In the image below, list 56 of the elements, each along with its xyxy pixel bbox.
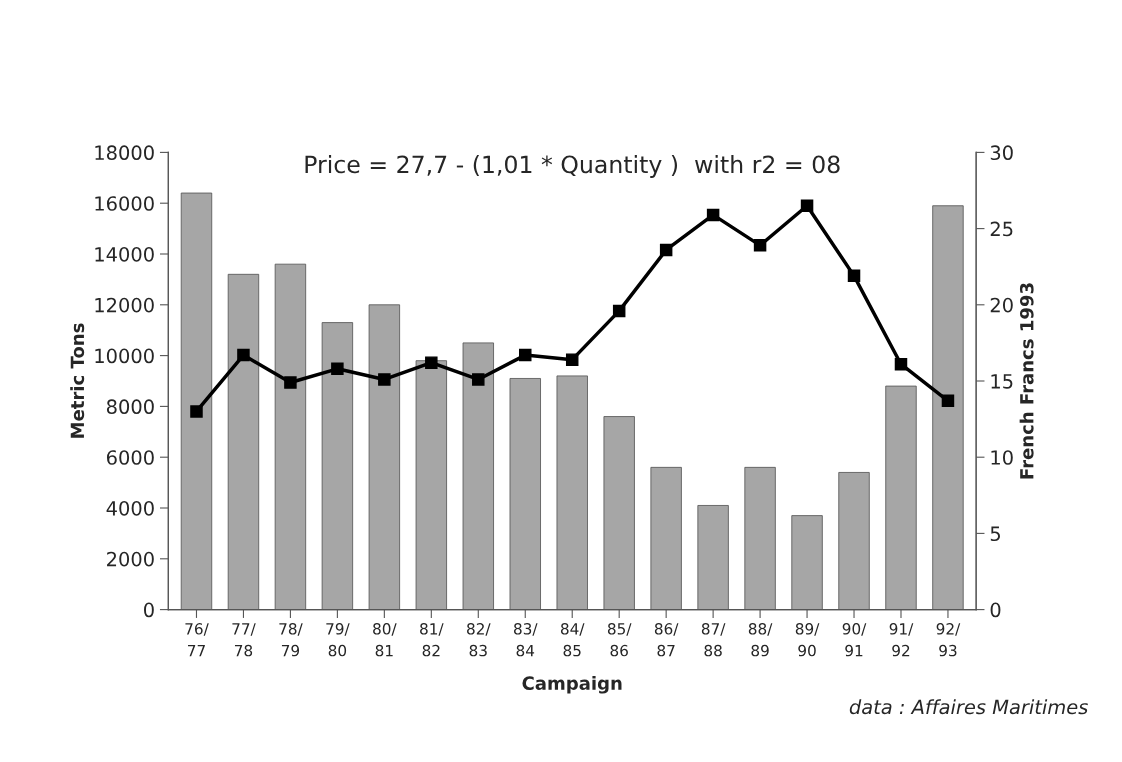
point [706, 208, 720, 222]
x-tick-label: 79/ 80 [326, 623, 350, 657]
y-tick-label: 16000 [95, 196, 154, 211]
x-tick-label: 84/ 85 [560, 623, 585, 657]
x-tick-label: 92/ 93 [936, 623, 961, 657]
point [847, 269, 861, 283]
y2-tick-label: 15 [991, 374, 1013, 389]
y-tick-label: 4000 [106, 500, 154, 516]
y-tick-label: 0 [144, 602, 154, 618]
point [612, 304, 626, 318]
x-tick-label: 86/ 87 [654, 623, 679, 657]
x-tick-label: 91/ 92 [889, 623, 914, 657]
point [800, 199, 814, 212]
point [378, 373, 391, 386]
x-tick-label: 83/ 84 [513, 623, 538, 657]
x-tick-label: 81/ 82 [420, 623, 444, 657]
x-tick-label: 82/ 83 [467, 623, 491, 657]
y-tick-label: 6000 [106, 450, 154, 465]
x-tick-label: 88/ 89 [748, 623, 773, 657]
y2-tick-label: 25 [990, 221, 1013, 237]
x-tick-label: 78/ 79 [279, 623, 303, 657]
y2-tick-label: 0 [990, 602, 1001, 618]
x-tick-label: 76/ 77 [185, 623, 209, 657]
text: data : Affaires Maritimes [849, 699, 1088, 715]
point [472, 373, 485, 386]
x-axis-title: Campaign [522, 676, 622, 694]
y2-tick-label: 10 [991, 450, 1013, 465]
x-tick-label: 90/ 91 [842, 623, 867, 657]
y-tick-label: 12000 [95, 297, 154, 313]
y2-tick-label: 30 [990, 145, 1013, 161]
y-tick-label: 18000 [95, 145, 154, 161]
chart-title: Price = 27,7 - (1,01 * Quantity ) with r2 = 08 [305, 155, 840, 178]
y-tick-label: 10000 [95, 348, 154, 364]
point [894, 357, 908, 371]
y-axis-title: Metric Tons [70, 323, 85, 438]
point [425, 356, 438, 369]
y-tick-label: 2000 [107, 551, 154, 567]
x-tick-label: 80/ 81 [373, 623, 397, 657]
y2-tick-label: 5 [990, 526, 1001, 542]
point [237, 348, 250, 362]
point [519, 348, 532, 362]
point [284, 376, 297, 389]
y2-tick-label: 20 [990, 297, 1013, 313]
x-tick-label: 85/ 86 [607, 623, 632, 657]
point [565, 353, 579, 366]
point [753, 239, 767, 252]
point [941, 394, 955, 408]
x-tick-label: 87/ 88 [701, 623, 726, 657]
point [190, 405, 203, 418]
point [659, 243, 673, 257]
point [331, 362, 344, 376]
y-tick-label: 14000 [95, 246, 154, 262]
x-tick-label: 77/ 78 [232, 623, 256, 657]
y-tick-label: 8000 [106, 399, 154, 415]
x-tick-label: 89/ 90 [795, 623, 820, 657]
y2-axis-title: French Francs 1993 [1019, 283, 1034, 479]
